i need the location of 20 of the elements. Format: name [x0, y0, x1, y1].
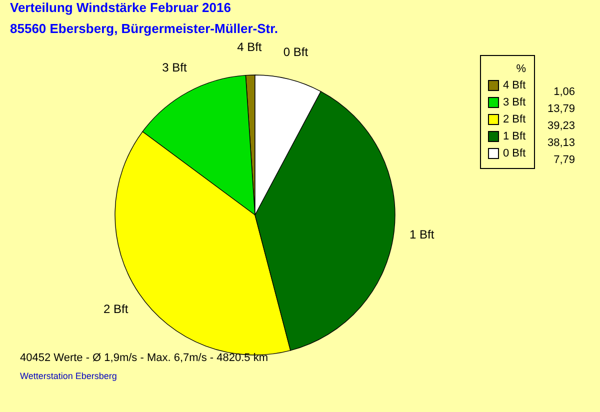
slice-label: 2 Bft	[104, 302, 129, 316]
slice-label: 3 Bft	[162, 60, 188, 75]
data-label: 38,13	[547, 137, 575, 149]
text: Wetterstation Ebersberg	[20, 371, 117, 381]
legend-label: 1 Bft	[503, 130, 526, 142]
legend-label: 0 Bft	[503, 148, 526, 160]
legend-title: %	[516, 63, 526, 75]
slice-label: 0 Bft	[283, 45, 309, 60]
data-label: 13,79	[547, 103, 575, 115]
legend-label: 2 Bft	[503, 114, 526, 126]
legend-label: 3 Bft	[503, 96, 526, 108]
chart-subtitle: 85560 Ebersberg, Bürgermeister-Müller-Str.	[10, 21, 278, 36]
legend-label: 4 Bft	[503, 80, 526, 92]
data-label: 39,23	[547, 120, 575, 132]
slice-label: 1 Bft	[410, 228, 435, 242]
data-label: 7,79	[554, 154, 575, 166]
slice-label: 4 Bft	[237, 40, 262, 54]
data-label: 1,06	[554, 86, 575, 98]
text: 40452 Werte - Ø 1,9m/s - Max. 6,7m/s - 4820.5 km	[20, 352, 268, 364]
chart-title: Verteilung Windstärke Februar 2016	[10, 0, 231, 15]
